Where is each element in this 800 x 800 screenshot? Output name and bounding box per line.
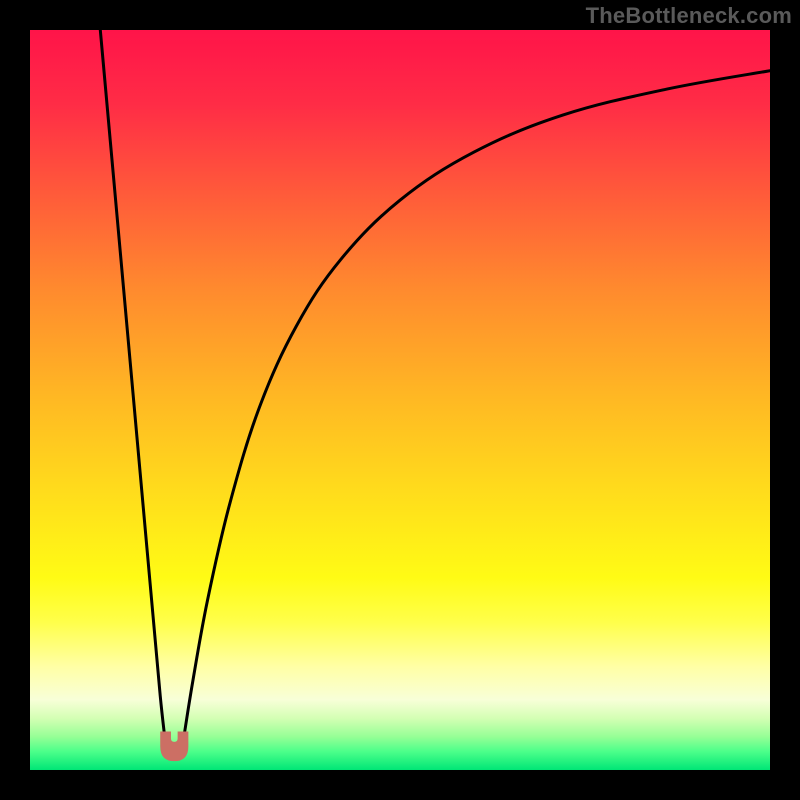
plot-background [30, 30, 770, 770]
plot-svg [30, 30, 770, 770]
chart-container: TheBottleneck.com [0, 0, 800, 800]
watermark-text: TheBottleneck.com [586, 3, 792, 29]
